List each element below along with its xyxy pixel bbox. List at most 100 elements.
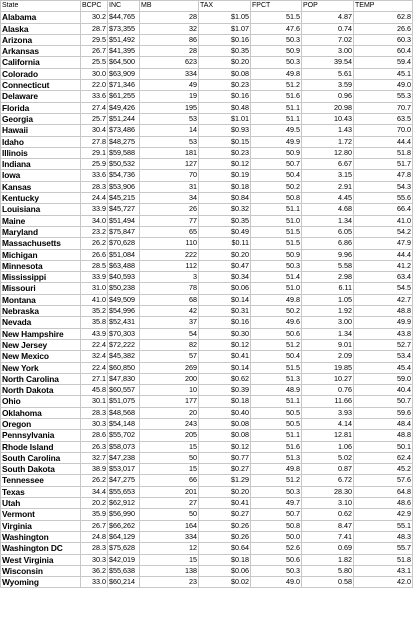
cell-bcpc[interactable]: 36.2	[80, 564, 108, 578]
cell-tax[interactable]: $0.47	[198, 259, 251, 273]
cell-tax[interactable]: $0.06	[198, 282, 251, 295]
cell-mb[interactable]: 243	[139, 417, 199, 431]
cell-tax[interactable]: $0.16	[198, 33, 251, 47]
cell-fpct[interactable]: 50.9	[250, 248, 302, 261]
cell-temp[interactable]: 70.7	[353, 101, 413, 114]
cell-tax[interactable]: $1.07	[198, 22, 251, 35]
cell-bcpc[interactable]: 22.0	[80, 79, 108, 92]
cell-pop[interactable]: 6.67	[301, 158, 354, 171]
cell-pop[interactable]: 0.96	[301, 90, 354, 103]
cell-bcpc[interactable]: 27.1	[80, 372, 108, 386]
cell-mb[interactable]: 54	[139, 327, 199, 340]
cell-pop[interactable]: 0.87	[301, 463, 354, 476]
cell-tax[interactable]: $0.16	[198, 90, 251, 103]
cell-inc[interactable]: $47,830	[107, 372, 140, 386]
header-fpct[interactable]: FPCT	[250, 0, 302, 13]
cell-fpct[interactable]: 51.2	[250, 474, 302, 487]
cell-state[interactable]: New Mexico	[0, 350, 81, 363]
cell-bcpc[interactable]: 43.9	[80, 327, 108, 340]
cell-pop[interactable]: 5.02	[301, 451, 354, 465]
cell-temp[interactable]: 64.8	[353, 485, 413, 499]
cell-temp[interactable]: 40.4	[353, 384, 413, 397]
cell-pop[interactable]: 10.43	[301, 112, 354, 126]
cell-mb[interactable]: 23	[139, 576, 199, 589]
cell-temp[interactable]: 50.1	[353, 440, 413, 453]
cell-tax[interactable]: $0.34	[198, 271, 251, 284]
cell-fpct[interactable]: 49.8	[250, 293, 302, 307]
cell-mb[interactable]: 269	[139, 361, 199, 374]
cell-mb[interactable]: 3	[139, 271, 199, 284]
cell-temp[interactable]: 26.6	[353, 22, 413, 35]
cell-temp[interactable]: 59.0	[353, 372, 413, 386]
cell-inc[interactable]: $51,075	[107, 395, 140, 408]
cell-pop[interactable]: 19.85	[301, 361, 354, 374]
cell-inc[interactable]: $70,303	[107, 327, 140, 340]
cell-temp[interactable]: 45.1	[353, 67, 413, 81]
cell-bcpc[interactable]: 25.7	[80, 112, 108, 126]
cell-temp[interactable]: 59.6	[353, 406, 413, 419]
cell-pop[interactable]: 0.76	[301, 384, 354, 397]
cell-mb[interactable]: 86	[139, 33, 199, 47]
cell-fpct[interactable]: 51.4	[250, 271, 302, 284]
cell-tax[interactable]: $0.26	[198, 530, 251, 544]
cell-pop[interactable]: 4.14	[301, 417, 354, 431]
cell-fpct[interactable]: 52.6	[250, 542, 302, 555]
cell-tax[interactable]: $0.35	[198, 214, 251, 227]
cell-fpct[interactable]: 47.6	[250, 22, 302, 35]
cell-inc[interactable]: $42,019	[107, 553, 140, 566]
cell-temp[interactable]: 63.4	[353, 271, 413, 284]
cell-bcpc[interactable]: 32.7	[80, 451, 108, 465]
cell-bcpc[interactable]: 27.8	[80, 135, 108, 148]
cell-tax[interactable]: $0.40	[198, 406, 251, 419]
cell-bcpc[interactable]: 22.4	[80, 361, 108, 374]
cell-pop[interactable]: 4.45	[301, 192, 354, 205]
cell-mb[interactable]: 34	[139, 192, 199, 205]
cell-fpct[interactable]: 51.0	[250, 214, 302, 227]
cell-mb[interactable]: 164	[139, 519, 199, 532]
cell-inc[interactable]: $63,488	[107, 259, 140, 273]
cell-fpct[interactable]: 50.9	[250, 45, 302, 58]
cell-temp[interactable]: 48.8	[353, 305, 413, 318]
cell-temp[interactable]: 55.1	[353, 519, 413, 532]
cell-bcpc[interactable]: 26.3	[80, 440, 108, 453]
cell-state[interactable]: Vermont	[0, 508, 81, 521]
cell-tax[interactable]: $0.23	[198, 146, 251, 160]
cell-temp[interactable]: 52.7	[353, 338, 413, 352]
cell-state[interactable]: New York	[0, 361, 81, 374]
cell-mb[interactable]: 112	[139, 259, 199, 273]
cell-tax[interactable]: $0.14	[198, 361, 251, 374]
cell-inc[interactable]: $48,568	[107, 406, 140, 419]
cell-inc[interactable]: $49,426	[107, 101, 140, 114]
cell-mb[interactable]: 27	[139, 497, 199, 510]
cell-pop[interactable]: 1.43	[301, 124, 354, 137]
cell-inc[interactable]: $66,262	[107, 519, 140, 532]
cell-bcpc[interactable]: 28.3	[80, 180, 108, 194]
cell-tax[interactable]: $0.15	[198, 135, 251, 148]
cell-tax[interactable]: $0.32	[198, 203, 251, 216]
cell-inc[interactable]: $52,431	[107, 316, 140, 329]
cell-fpct[interactable]: 50.0	[250, 530, 302, 544]
cell-tax[interactable]: $0.23	[198, 79, 251, 92]
cell-bcpc[interactable]: 33.9	[80, 203, 108, 216]
cell-state[interactable]: Arkansas	[0, 45, 81, 58]
cell-mb[interactable]: 334	[139, 67, 199, 81]
cell-fpct[interactable]: 51.6	[250, 90, 302, 103]
cell-tax[interactable]: $0.11	[198, 237, 251, 250]
cell-bcpc[interactable]: 29.5	[80, 33, 108, 47]
cell-state[interactable]: Montana	[0, 293, 81, 307]
cell-temp[interactable]: 60.3	[353, 33, 413, 47]
cell-state[interactable]: Iowa	[0, 169, 81, 182]
cell-bcpc[interactable]: 26.2	[80, 237, 108, 250]
cell-mb[interactable]: 334	[139, 530, 199, 544]
cell-bcpc[interactable]: 31.0	[80, 282, 108, 295]
cell-temp[interactable]: 59.4	[353, 56, 413, 69]
cell-pop[interactable]: 1.82	[301, 553, 354, 566]
cell-fpct[interactable]: 51.1	[250, 203, 302, 216]
cell-inc[interactable]: $55,702	[107, 429, 140, 442]
cell-tax[interactable]: $0.12	[198, 158, 251, 171]
cell-fpct[interactable]: 50.4	[250, 350, 302, 363]
cell-state[interactable]: Minnesota	[0, 259, 81, 273]
cell-mb[interactable]: 53	[139, 135, 199, 148]
header-temp[interactable]: TEMP	[353, 0, 413, 13]
cell-pop[interactable]: 2.09	[301, 350, 354, 363]
